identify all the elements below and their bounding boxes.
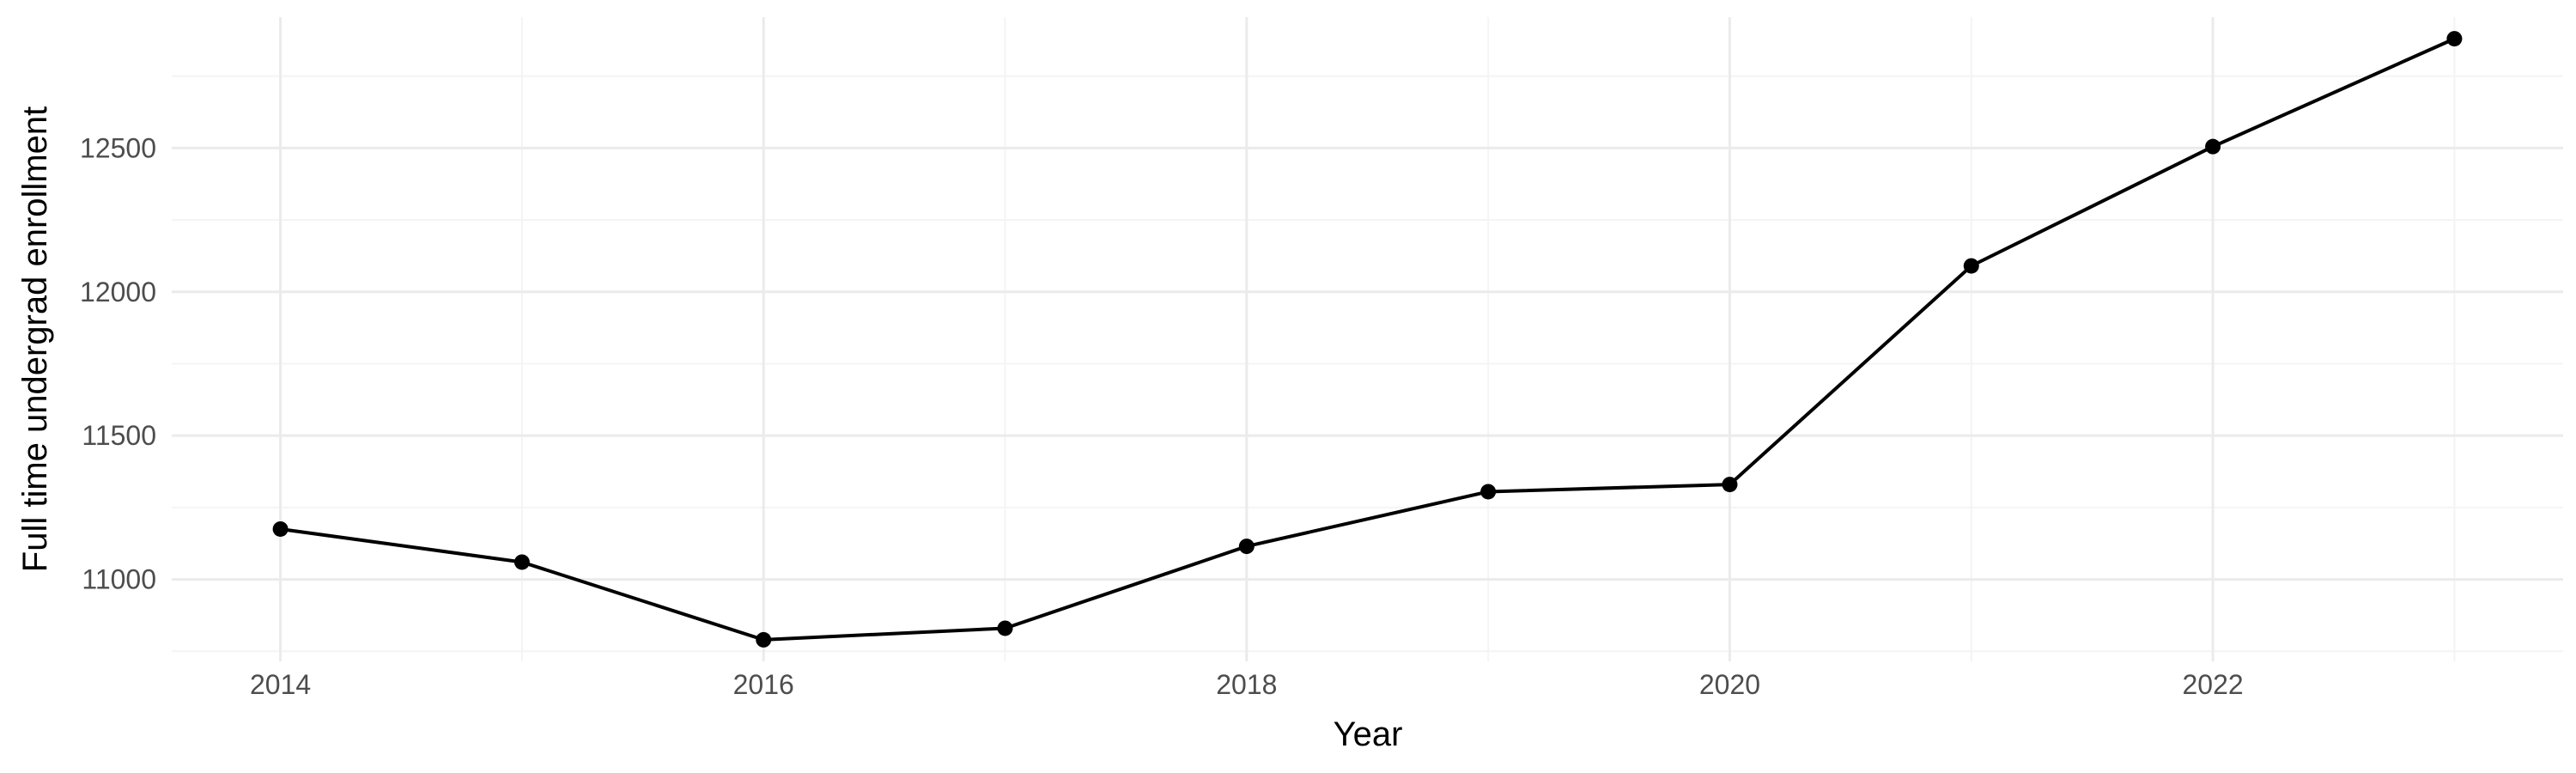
y-tick-label: 11500	[82, 420, 156, 451]
minor-gridlines	[172, 17, 2563, 661]
data-point	[513, 554, 530, 570]
x-tick-label: 2016	[733, 669, 794, 700]
x-tick-label: 2020	[1699, 669, 1760, 700]
y-tick-label: 12500	[80, 132, 156, 163]
data-point	[1963, 258, 1979, 274]
data-point	[2205, 138, 2221, 155]
x-axis-tick-labels: 2014 2016 2018 2020 2022	[250, 669, 2244, 700]
series-line	[278, 37, 2457, 642]
y-tick-label: 12000	[80, 277, 156, 307]
data-point	[1480, 484, 1497, 500]
plot-area	[172, 17, 2563, 661]
data-point	[1722, 477, 1738, 493]
y-axis-title: Full time undergrad enrollment	[16, 107, 54, 572]
data-point	[997, 620, 1013, 636]
y-axis-tick-labels: 11000 11500 12000 12500	[80, 132, 156, 594]
y-tick-label: 11000	[82, 564, 156, 595]
data-point	[2446, 31, 2463, 47]
data-series	[272, 31, 2463, 648]
data-point	[756, 631, 772, 648]
data-point	[272, 520, 289, 537]
x-tick-label: 2018	[1216, 669, 1277, 700]
x-tick-label: 2022	[2183, 669, 2244, 700]
x-tick-label: 2014	[250, 669, 311, 700]
x-axis-title: Year	[1334, 715, 1403, 753]
data-point	[1238, 539, 1255, 555]
